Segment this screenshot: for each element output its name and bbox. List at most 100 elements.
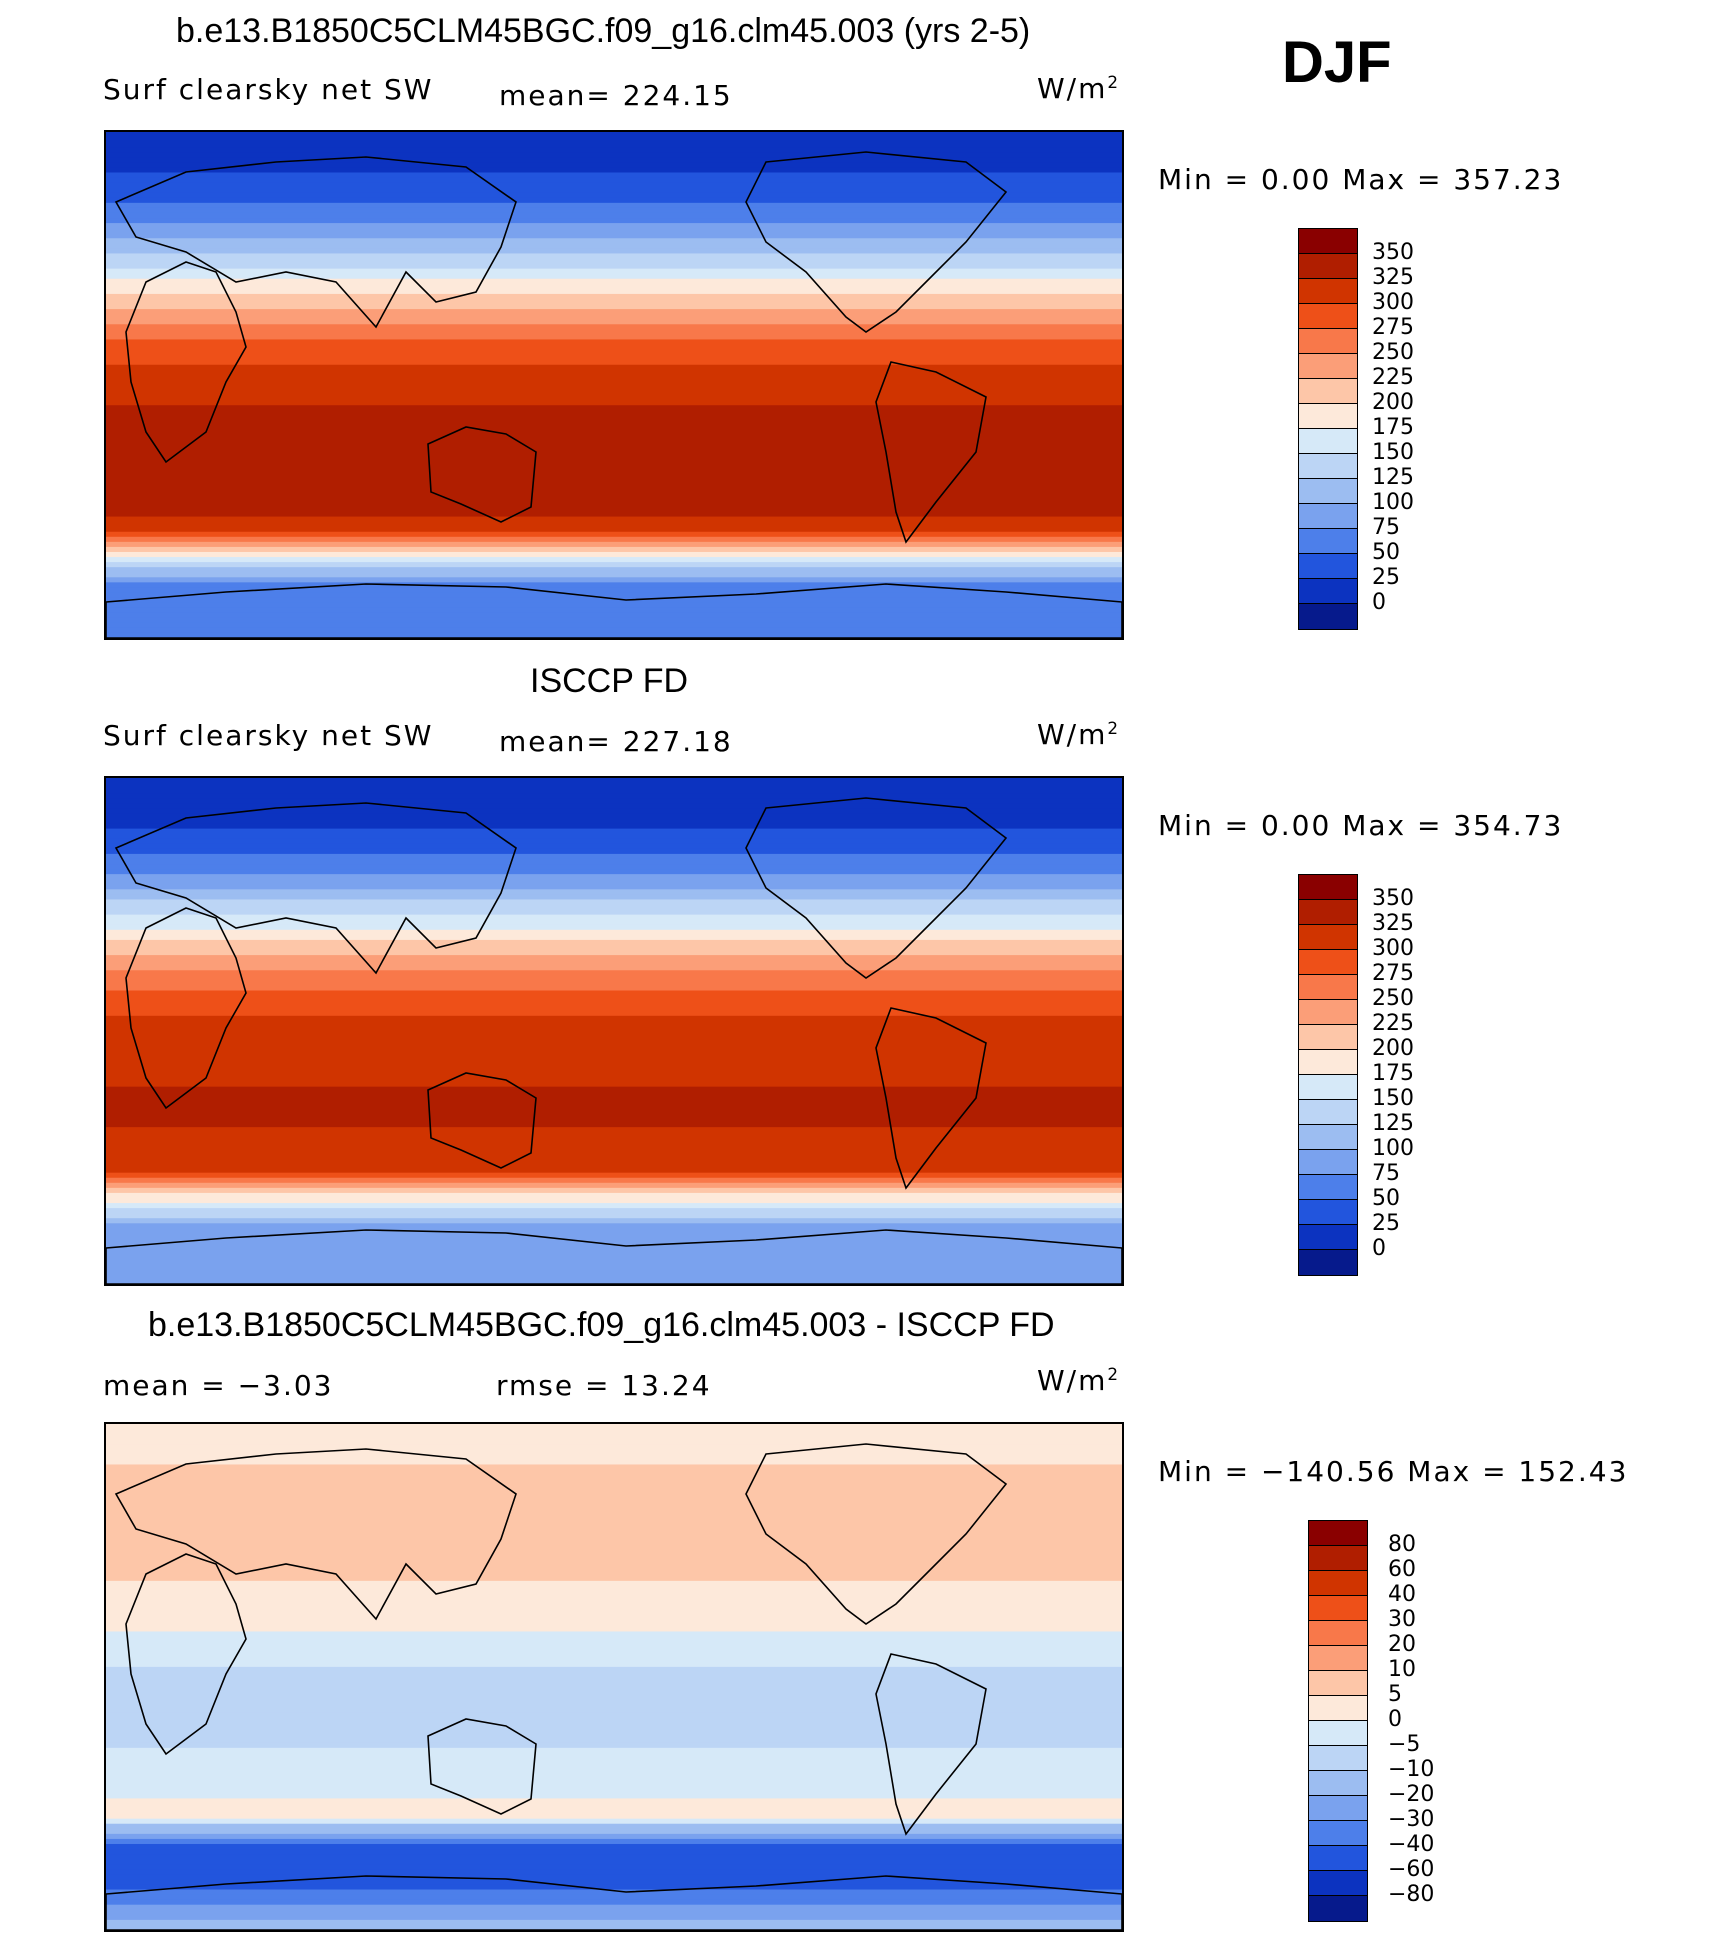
field-band [106,1894,1122,1901]
colorbar-tick-label: 10 [1388,1657,1416,1682]
colorbar-segment [1299,604,1357,629]
field-band [106,1106,1122,1113]
field-band [106,405,1122,411]
colorbar-tick-label: 200 [1372,1036,1414,1061]
field-band [106,1838,1122,1845]
field-band [106,1535,1122,1541]
field-band [106,177,1122,184]
field-band [106,1788,1122,1794]
field-band [106,950,1122,956]
colorbar-segment [1309,1896,1367,1921]
panel1-variable-label: Surf clearsky net SW [103,73,434,106]
field-band [106,293,1122,300]
field-band [106,253,1122,260]
colorbar-segment [1299,504,1357,529]
field-band [106,1570,1122,1577]
panel1-mean-label: mean= 224.15 [499,79,733,112]
field-band [106,1808,1122,1815]
field-band [106,939,1122,946]
field-band [106,1783,1122,1789]
field-band [106,1656,1122,1663]
colorbar-tick-label: 50 [1372,540,1400,565]
colorbar-tick-label: 100 [1372,1136,1414,1161]
colorbar-tick-label: 50 [1372,1186,1400,1211]
field-band [106,1889,1122,1896]
field-band [106,1677,1122,1683]
coastline [106,583,1122,638]
colorbar-tick-label: 325 [1372,911,1414,936]
field-band [106,536,1122,543]
colorbar-tick-label: 5 [1388,1682,1402,1707]
field-band [106,632,1122,638]
field-band [106,1469,1122,1476]
field-band [106,1203,1122,1209]
panel1-colorbar [1298,228,1358,630]
field-band [106,1172,1122,1179]
field-band [106,944,1122,951]
panel3-map-field [106,1424,1122,1930]
field-band [106,212,1122,219]
field-band [106,1682,1122,1688]
field-band [106,955,1122,961]
field-band [106,1444,1122,1450]
field-band [106,1010,1122,1017]
field-band [106,607,1122,614]
colorbar-segment [1309,1696,1367,1721]
panel3-mean-label: mean = −3.03 [103,1369,334,1402]
field-band [106,793,1122,799]
colorbar-tick-label: 0 [1372,1236,1386,1261]
field-band [106,415,1122,422]
field-band [106,1859,1122,1865]
field-band [106,1111,1122,1118]
field-band [106,1540,1122,1547]
colorbar-tick-label: 225 [1372,1011,1414,1036]
field-band [106,884,1122,890]
field-band [106,1818,1122,1825]
colorbar-segment [1299,1225,1357,1250]
field-band [106,1803,1122,1810]
field-band [106,1248,1122,1255]
field-band [106,1864,1122,1870]
field-band [106,1768,1122,1774]
colorbar-segment [1299,1000,1357,1025]
field-band [106,582,1122,588]
field-band [106,1127,1122,1133]
field-band [106,1636,1122,1643]
panel1-units-label: W/m2 [1037,72,1121,106]
field-band [106,783,1122,789]
colorbar-tick-label: −10 [1388,1757,1435,1782]
field-band [106,1687,1122,1693]
panel2-map [104,776,1124,1286]
field-band [106,162,1122,169]
colorbar-segment [1299,529,1357,554]
field-band [106,1454,1122,1461]
field-band [106,359,1122,366]
colorbar-segment [1299,404,1357,429]
field-band [106,602,1122,609]
colorbar-segment [1309,1821,1367,1846]
field-band [106,798,1122,804]
field-band [106,1182,1122,1189]
field-band [106,288,1122,295]
field-band [106,1122,1122,1128]
field-band [106,1197,1122,1204]
field-band [106,587,1122,594]
field-band [106,833,1122,840]
field-band [106,1000,1122,1007]
field-band [106,1773,1122,1779]
field-band [106,1439,1122,1445]
field-band [106,1268,1122,1275]
colorbar-tick-label: −80 [1388,1882,1435,1907]
colorbar-tick-label: −20 [1388,1782,1435,1807]
field-band [106,1550,1122,1557]
field-band [106,501,1122,508]
field-band [106,1051,1122,1057]
field-band [106,1661,1122,1668]
field-band [106,1213,1122,1219]
field-band [106,1737,1122,1744]
field-band [106,1909,1122,1916]
field-band [106,1137,1122,1143]
panel3-units-label: W/m2 [1037,1364,1121,1398]
field-band [106,985,1122,992]
colorbar-segment [1299,1250,1357,1275]
